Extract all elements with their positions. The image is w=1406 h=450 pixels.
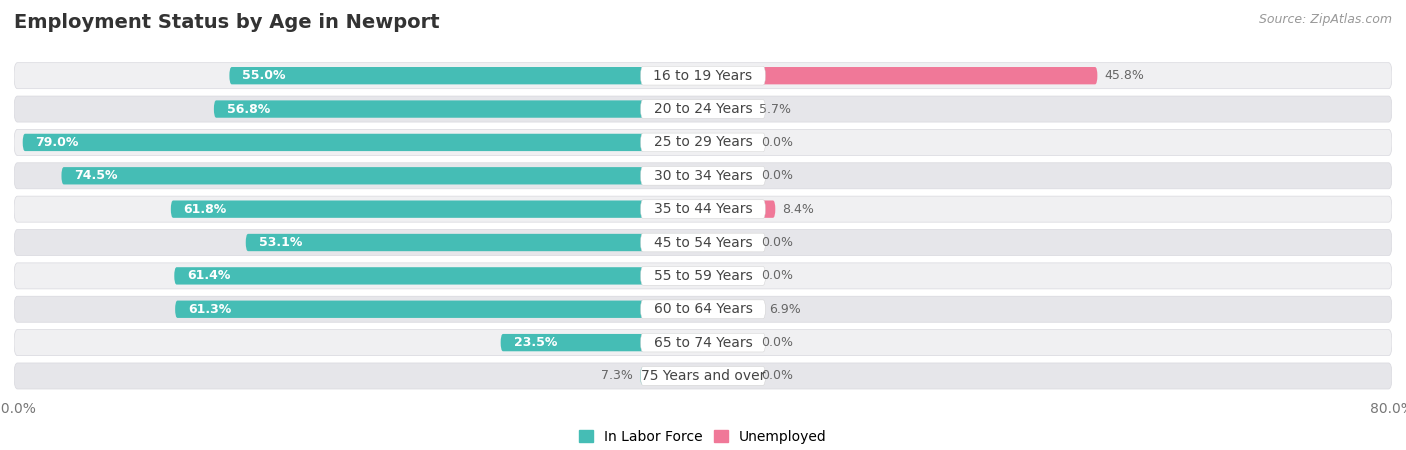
FancyBboxPatch shape (174, 267, 703, 284)
Text: 55 to 59 Years: 55 to 59 Years (654, 269, 752, 283)
FancyBboxPatch shape (703, 67, 1098, 84)
Text: 56.8%: 56.8% (226, 103, 270, 116)
Text: 60 to 64 Years: 60 to 64 Years (654, 302, 752, 316)
Text: 30 to 34 Years: 30 to 34 Years (654, 169, 752, 183)
Text: 0.0%: 0.0% (762, 369, 793, 382)
FancyBboxPatch shape (703, 100, 752, 118)
FancyBboxPatch shape (14, 263, 1392, 289)
Text: 5.7%: 5.7% (759, 103, 792, 116)
FancyBboxPatch shape (641, 66, 765, 85)
FancyBboxPatch shape (176, 301, 703, 318)
Text: 0.0%: 0.0% (762, 270, 793, 283)
Text: 23.5%: 23.5% (513, 336, 557, 349)
FancyBboxPatch shape (641, 367, 765, 385)
Text: Employment Status by Age in Newport: Employment Status by Age in Newport (14, 14, 440, 32)
FancyBboxPatch shape (703, 234, 755, 251)
FancyBboxPatch shape (22, 134, 703, 151)
FancyBboxPatch shape (14, 163, 1392, 189)
FancyBboxPatch shape (641, 166, 765, 185)
Text: 0.0%: 0.0% (762, 169, 793, 182)
FancyBboxPatch shape (641, 200, 765, 219)
Text: 79.0%: 79.0% (35, 136, 79, 149)
Text: 7.3%: 7.3% (602, 369, 633, 382)
FancyBboxPatch shape (641, 333, 765, 352)
FancyBboxPatch shape (14, 96, 1392, 122)
Text: 20 to 24 Years: 20 to 24 Years (654, 102, 752, 116)
FancyBboxPatch shape (641, 300, 765, 319)
Text: 55.0%: 55.0% (242, 69, 285, 82)
FancyBboxPatch shape (14, 196, 1392, 222)
Text: 61.4%: 61.4% (187, 270, 231, 283)
Text: 0.0%: 0.0% (762, 336, 793, 349)
FancyBboxPatch shape (703, 134, 755, 151)
Text: 75 Years and over: 75 Years and over (641, 369, 765, 383)
FancyBboxPatch shape (641, 233, 765, 252)
FancyBboxPatch shape (14, 63, 1392, 89)
FancyBboxPatch shape (501, 334, 703, 351)
Legend: In Labor Force, Unemployed: In Labor Force, Unemployed (579, 430, 827, 444)
FancyBboxPatch shape (14, 363, 1392, 389)
Text: 0.0%: 0.0% (762, 136, 793, 149)
FancyBboxPatch shape (640, 367, 703, 385)
Text: 74.5%: 74.5% (75, 169, 118, 182)
FancyBboxPatch shape (246, 234, 703, 251)
Text: 45.8%: 45.8% (1104, 69, 1144, 82)
FancyBboxPatch shape (14, 296, 1392, 322)
FancyBboxPatch shape (703, 267, 755, 284)
Text: 25 to 29 Years: 25 to 29 Years (654, 135, 752, 149)
Text: Source: ZipAtlas.com: Source: ZipAtlas.com (1258, 14, 1392, 27)
FancyBboxPatch shape (703, 334, 755, 351)
FancyBboxPatch shape (229, 67, 703, 84)
FancyBboxPatch shape (14, 230, 1392, 256)
FancyBboxPatch shape (170, 201, 703, 218)
Text: 53.1%: 53.1% (259, 236, 302, 249)
Text: 61.8%: 61.8% (184, 202, 226, 216)
Text: 6.9%: 6.9% (769, 303, 801, 316)
Text: 16 to 19 Years: 16 to 19 Years (654, 69, 752, 83)
FancyBboxPatch shape (641, 266, 765, 285)
FancyBboxPatch shape (14, 329, 1392, 356)
FancyBboxPatch shape (641, 100, 765, 118)
FancyBboxPatch shape (14, 130, 1392, 155)
FancyBboxPatch shape (703, 167, 755, 184)
FancyBboxPatch shape (703, 201, 775, 218)
Text: 8.4%: 8.4% (782, 202, 814, 216)
Text: 61.3%: 61.3% (188, 303, 231, 316)
FancyBboxPatch shape (703, 301, 762, 318)
Text: 45 to 54 Years: 45 to 54 Years (654, 235, 752, 249)
Text: 35 to 44 Years: 35 to 44 Years (654, 202, 752, 216)
Text: 65 to 74 Years: 65 to 74 Years (654, 336, 752, 350)
FancyBboxPatch shape (214, 100, 703, 118)
FancyBboxPatch shape (703, 367, 755, 385)
FancyBboxPatch shape (641, 133, 765, 152)
FancyBboxPatch shape (62, 167, 703, 184)
Text: 0.0%: 0.0% (762, 236, 793, 249)
